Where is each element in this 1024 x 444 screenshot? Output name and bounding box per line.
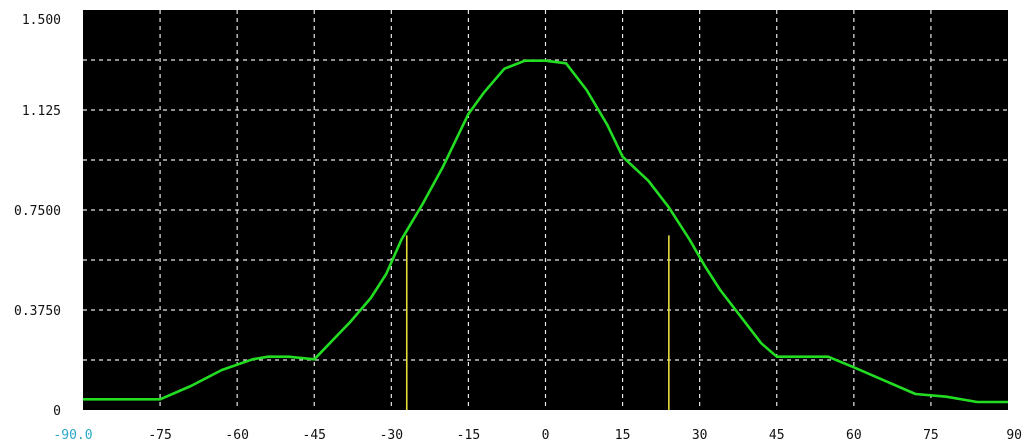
x-tick-label: -90.0 (53, 428, 92, 443)
y-tick-label: 1.125 (22, 104, 61, 119)
x-tick-label: -45 (303, 428, 326, 443)
x-tick-label: 90 (1006, 428, 1022, 443)
grid (83, 10, 1008, 410)
x-tick-label: -75 (148, 428, 171, 443)
x-tick-label: -15 (457, 428, 480, 443)
x-tick-label: 0 (542, 428, 550, 443)
x-tick-label: 45 (769, 428, 785, 443)
x-tick-label: -60 (225, 428, 248, 443)
x-tick-label: 15 (615, 428, 631, 443)
y-tick-label: 0.3750 (14, 304, 61, 319)
y-tick-label: 0.7500 (14, 204, 61, 219)
y-tick-label: 0 (53, 404, 61, 419)
x-axis-ticks: -90.0 -75 -60 -45 -30 -15 0 15 30 45 60 75 90 (53, 428, 1022, 443)
x-tick-label: 75 (923, 428, 939, 443)
trace-layer (83, 59, 1008, 404)
y-axis-ticks: 0 0.3750 0.7500 1.125 1.500 (14, 13, 61, 419)
y-tick-label: 1.500 (22, 13, 61, 28)
x-tick-label: 30 (692, 428, 708, 443)
x-tick-label: 60 (846, 428, 862, 443)
marker-lines (405, 235, 670, 410)
x-tick-label: -30 (380, 428, 403, 443)
series-line (83, 59, 1008, 404)
